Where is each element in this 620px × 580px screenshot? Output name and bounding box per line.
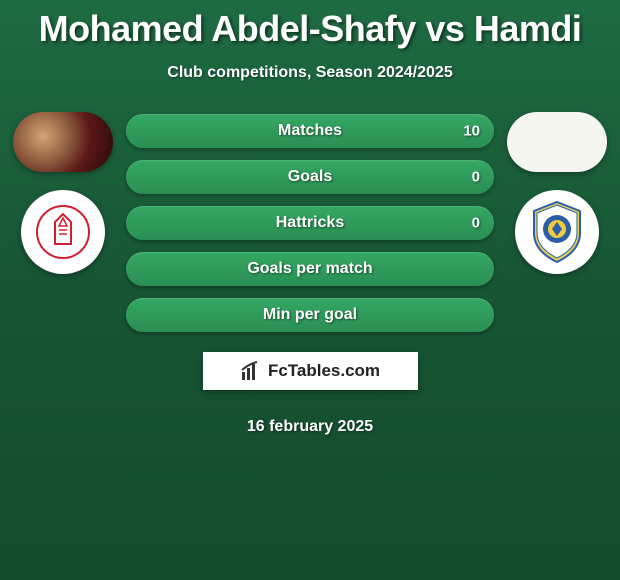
page-title: Mohamed Abdel-Shafy vs Hamdi: [0, 0, 620, 50]
stat-label: Matches: [278, 122, 342, 140]
brand-box: FcTables.com: [203, 352, 418, 390]
stat-row: Goals 0: [126, 160, 494, 194]
club-badge-right: [515, 190, 599, 274]
left-side: [8, 112, 118, 332]
stat-label: Goals per match: [247, 260, 372, 278]
stat-row: Matches 10: [126, 114, 494, 148]
club-badge-left: [21, 190, 105, 274]
stat-value-right: 0: [472, 169, 480, 186]
stat-row: Hattricks 0: [126, 206, 494, 240]
player-avatar-left: [13, 112, 113, 172]
brand-text: FcTables.com: [268, 361, 380, 381]
stat-label: Min per goal: [263, 306, 357, 324]
chart-icon: [240, 360, 262, 382]
stats-column: Matches 10 Goals 0 Hattricks 0 Goals per…: [126, 112, 494, 332]
stat-label: Goals: [288, 168, 332, 186]
stat-value-right: 0: [472, 215, 480, 232]
right-side: [502, 112, 612, 332]
footer: FcTables.com 16 february 2025: [0, 352, 620, 436]
stat-row: Min per goal: [126, 298, 494, 332]
club-logo-left: [35, 204, 91, 260]
stat-label: Hattricks: [276, 214, 344, 232]
club-logo-right: [522, 197, 592, 267]
stat-row: Goals per match: [126, 252, 494, 286]
subtitle: Club competitions, Season 2024/2025: [0, 64, 620, 82]
stat-value-right: 10: [463, 123, 480, 140]
player-avatar-right: [507, 112, 607, 172]
comparison-content: Matches 10 Goals 0 Hattricks 0 Goals per…: [0, 112, 620, 332]
date: 16 february 2025: [247, 418, 373, 436]
